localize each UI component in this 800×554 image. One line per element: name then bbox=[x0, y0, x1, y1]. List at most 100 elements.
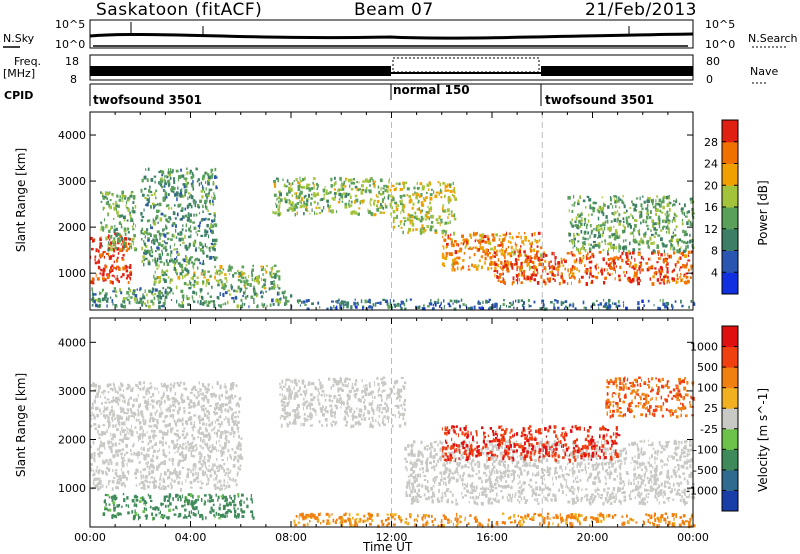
data-cell bbox=[154, 259, 156, 264]
data-cell bbox=[355, 198, 359, 203]
data-cell bbox=[547, 278, 549, 282]
data-cell bbox=[205, 206, 208, 210]
data-cell bbox=[165, 218, 168, 222]
data-cell bbox=[334, 411, 336, 416]
data-cell bbox=[224, 302, 227, 306]
data-cell bbox=[646, 203, 649, 208]
data-cell bbox=[444, 234, 447, 237]
data-cell bbox=[406, 217, 409, 222]
data-cell bbox=[122, 399, 124, 403]
data-cell bbox=[185, 260, 188, 263]
data-cell bbox=[625, 216, 628, 221]
data-cell bbox=[145, 203, 147, 207]
data-cell bbox=[126, 426, 128, 429]
data-cell bbox=[212, 183, 214, 186]
data-cell bbox=[128, 432, 130, 435]
data-cell bbox=[208, 411, 211, 416]
data-cell bbox=[169, 288, 173, 292]
data-cell bbox=[190, 454, 193, 458]
data-cell bbox=[580, 261, 582, 265]
data-cell bbox=[284, 296, 287, 300]
data-cell bbox=[672, 269, 674, 273]
data-cell bbox=[683, 273, 686, 276]
data-cell bbox=[629, 206, 632, 209]
data-cell bbox=[678, 250, 681, 254]
data-cell bbox=[96, 465, 98, 469]
data-cell bbox=[166, 232, 169, 235]
data-cell bbox=[578, 278, 581, 281]
data-cell bbox=[161, 270, 165, 274]
data-cell bbox=[208, 213, 212, 216]
data-cell bbox=[388, 178, 390, 181]
data-cell bbox=[201, 383, 205, 387]
data-cell bbox=[117, 402, 120, 406]
data-cell bbox=[194, 291, 196, 295]
data-cell bbox=[623, 304, 625, 308]
data-cell bbox=[93, 277, 95, 282]
data-cell bbox=[226, 279, 228, 283]
data-cell bbox=[640, 210, 643, 215]
data-cell bbox=[531, 233, 533, 237]
data-cell bbox=[164, 182, 167, 186]
data-cell bbox=[205, 466, 207, 470]
data-cell bbox=[441, 254, 445, 258]
data-cell bbox=[679, 276, 681, 279]
data-cell bbox=[193, 213, 195, 217]
data-cell bbox=[612, 243, 615, 246]
data-cell bbox=[627, 250, 631, 254]
data-cell bbox=[673, 268, 675, 272]
data-cell bbox=[394, 414, 396, 418]
data-cell bbox=[156, 275, 159, 280]
data-cell bbox=[533, 267, 535, 272]
data-cell bbox=[120, 275, 123, 279]
data-cell bbox=[197, 495, 200, 498]
data-cell bbox=[502, 265, 505, 269]
data-cell bbox=[485, 300, 488, 303]
data-cell bbox=[603, 203, 606, 207]
data-cell bbox=[204, 441, 206, 445]
data-cell bbox=[233, 458, 236, 461]
data-cell bbox=[193, 393, 196, 397]
data-cell bbox=[196, 291, 198, 296]
data-cell bbox=[302, 422, 306, 427]
data-cell bbox=[162, 240, 165, 243]
data-cell bbox=[511, 281, 514, 286]
data-cell bbox=[506, 231, 508, 236]
data-cell bbox=[111, 498, 114, 502]
data-cell bbox=[379, 178, 383, 183]
data-cell bbox=[658, 281, 660, 285]
data-cell bbox=[198, 381, 200, 385]
data-cell bbox=[216, 405, 219, 410]
data-cell bbox=[428, 217, 430, 221]
data-cell bbox=[154, 506, 158, 510]
data-cell bbox=[170, 207, 173, 210]
data-cell bbox=[218, 272, 221, 276]
data-cell bbox=[685, 242, 688, 245]
data-cell bbox=[550, 260, 552, 263]
data-cell bbox=[257, 279, 259, 282]
data-cell bbox=[207, 459, 210, 463]
data-cell bbox=[157, 507, 160, 512]
data-cell bbox=[490, 267, 493, 270]
data-cell bbox=[323, 197, 325, 200]
data-cell bbox=[674, 234, 677, 237]
data-cell bbox=[272, 272, 275, 275]
data-cell bbox=[391, 424, 394, 428]
data-cell bbox=[186, 181, 190, 185]
data-cell bbox=[192, 502, 195, 505]
data-cell bbox=[107, 482, 110, 486]
data-cell bbox=[111, 268, 114, 272]
data-cell bbox=[342, 302, 345, 307]
data-cell bbox=[166, 204, 168, 208]
data-cell bbox=[144, 289, 146, 294]
data-cell bbox=[127, 408, 130, 412]
data-cell bbox=[199, 295, 201, 298]
data-cell bbox=[176, 429, 179, 432]
data-cell bbox=[93, 452, 96, 456]
data-cell bbox=[225, 385, 227, 390]
data-cell bbox=[585, 225, 588, 229]
data-cell bbox=[153, 206, 155, 210]
data-cell bbox=[429, 228, 433, 232]
data-cell bbox=[194, 259, 196, 262]
data-cell bbox=[655, 199, 657, 203]
